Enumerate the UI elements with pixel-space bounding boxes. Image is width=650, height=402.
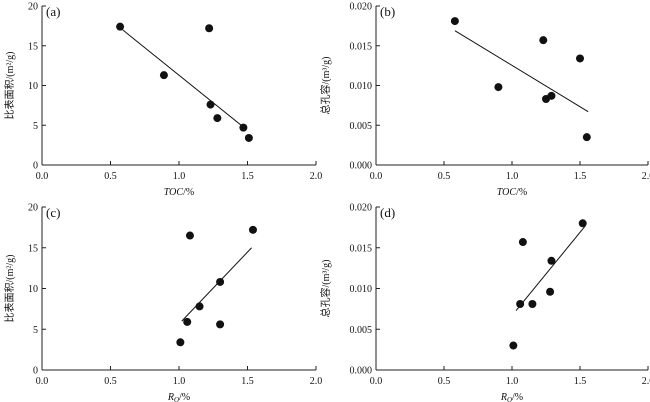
y-tick-label: 15 bbox=[28, 243, 38, 254]
y-tick-label: 10 bbox=[28, 81, 38, 92]
panel-d: 0.0 0.5 1.0 1.5 2.0 0.000 0.005 0.010 0.015 0.020… bbox=[319, 203, 650, 402]
data-point bbox=[494, 83, 503, 92]
x-tick-label: 1.0 bbox=[506, 171, 519, 182]
data-point bbox=[546, 287, 555, 296]
y-tick-label: 0.000 bbox=[350, 366, 373, 377]
data-point bbox=[248, 225, 257, 234]
data-point bbox=[547, 256, 556, 265]
data-point bbox=[205, 24, 214, 33]
trend-line bbox=[515, 225, 586, 311]
x-axis-label: TOC/% bbox=[497, 187, 527, 198]
y-axis-label: 比表面积/(m²/g) bbox=[3, 255, 16, 323]
data-point bbox=[539, 36, 548, 45]
x-tick-label: 1.5 bbox=[241, 171, 254, 182]
panel-label: (a) bbox=[46, 4, 60, 19]
x-tick-label: 2.0 bbox=[642, 376, 650, 387]
y-tick-label: 20 bbox=[28, 2, 38, 13]
data-point bbox=[528, 299, 537, 308]
x-tick-label: 1.5 bbox=[574, 376, 587, 387]
data-point bbox=[516, 299, 525, 308]
x-axis-label: TOC/% bbox=[164, 187, 194, 198]
y-tick-label: 0.020 bbox=[350, 2, 373, 13]
x-tick-label: 1.5 bbox=[241, 376, 254, 387]
panel-label: (d) bbox=[380, 205, 395, 220]
y-tick-label: 0 bbox=[33, 161, 38, 172]
data-point bbox=[576, 54, 584, 63]
data-point bbox=[159, 71, 168, 80]
data-point bbox=[547, 91, 556, 100]
x-axis-label: RO/% bbox=[167, 392, 190, 402]
data-point bbox=[509, 341, 518, 350]
y-tick-label: 0 bbox=[33, 366, 38, 377]
y-tick-label: 0.005 bbox=[350, 121, 373, 132]
y-tick-label: 0.015 bbox=[350, 243, 373, 254]
panel-c: 0.0 0.5 1.0 1.5 2.0 0 5 10 15 20 (c) RO/% 比表面积/(m²/g… bbox=[3, 203, 322, 402]
data-point bbox=[195, 302, 204, 311]
data-point bbox=[244, 133, 253, 142]
data-point bbox=[206, 100, 215, 109]
data-point bbox=[450, 17, 459, 26]
trend-line bbox=[118, 26, 247, 130]
x-tick-label: 0.0 bbox=[370, 171, 383, 182]
y-tick-label: 10 bbox=[28, 284, 38, 295]
y-tick-label: 0.010 bbox=[350, 81, 373, 92]
data-point bbox=[578, 219, 587, 228]
x-tick-label: 2.0 bbox=[310, 171, 323, 182]
y-axis-label: 比表面积/(m²/g) bbox=[3, 52, 16, 120]
y-tick-label: 0.005 bbox=[350, 325, 373, 336]
data-point bbox=[185, 231, 194, 240]
x-tick-label: 2.0 bbox=[642, 171, 650, 182]
panel-label: (c) bbox=[46, 205, 60, 220]
y-axis-label: 总孔容/(m³/g) bbox=[319, 57, 332, 115]
y-tick-label: 5 bbox=[33, 121, 38, 132]
data-point bbox=[239, 123, 248, 132]
data-point bbox=[518, 238, 527, 247]
x-tick-label: 2.0 bbox=[310, 376, 323, 387]
y-tick-label: 5 bbox=[33, 325, 38, 336]
data-point bbox=[582, 133, 591, 142]
y-tick-label: 15 bbox=[28, 41, 38, 52]
y-tick-label: 0.020 bbox=[350, 203, 373, 214]
y-tick-label: 0.010 bbox=[350, 284, 373, 295]
data-point bbox=[213, 114, 222, 123]
data-point bbox=[183, 317, 192, 326]
x-tick-label: 0.5 bbox=[104, 171, 117, 182]
trend-line bbox=[454, 30, 589, 113]
x-tick-label: 1.0 bbox=[173, 376, 186, 387]
x-tick-label: 0.5 bbox=[438, 171, 451, 182]
x-tick-label: 1.0 bbox=[506, 376, 519, 387]
x-tick-label: 1.0 bbox=[173, 171, 186, 182]
y-tick-label: 20 bbox=[28, 203, 38, 214]
data-point bbox=[216, 277, 225, 286]
x-tick-label: 0.0 bbox=[36, 376, 49, 387]
data-point bbox=[216, 320, 225, 329]
x-tick-label: 0.0 bbox=[370, 376, 383, 387]
panel-b: 0.0 0.5 1.0 1.5 2.0 0.000 0.005 0.010 0.015 0.020… bbox=[319, 2, 650, 199]
x-tick-label: 0.5 bbox=[438, 376, 451, 387]
x-tick-label: 1.5 bbox=[574, 171, 587, 182]
y-axis-label: 总孔容/(m³/g) bbox=[319, 260, 332, 318]
trend-line bbox=[181, 247, 252, 322]
x-tick-label: 0.5 bbox=[104, 376, 117, 387]
data-point bbox=[116, 22, 125, 31]
y-tick-label: 0.000 bbox=[350, 161, 373, 172]
x-axis-label: RO/% bbox=[500, 392, 523, 402]
panel-a: 0.0 0.5 1.0 1.5 2.0 0 5 10 15 20 (a) TOC/% 比表面积/(m²/… bbox=[3, 2, 322, 199]
y-tick-label: 0.015 bbox=[350, 41, 373, 52]
x-tick-label: 0.0 bbox=[36, 171, 49, 182]
data-point bbox=[176, 338, 185, 347]
panel-label: (b) bbox=[380, 4, 395, 19]
